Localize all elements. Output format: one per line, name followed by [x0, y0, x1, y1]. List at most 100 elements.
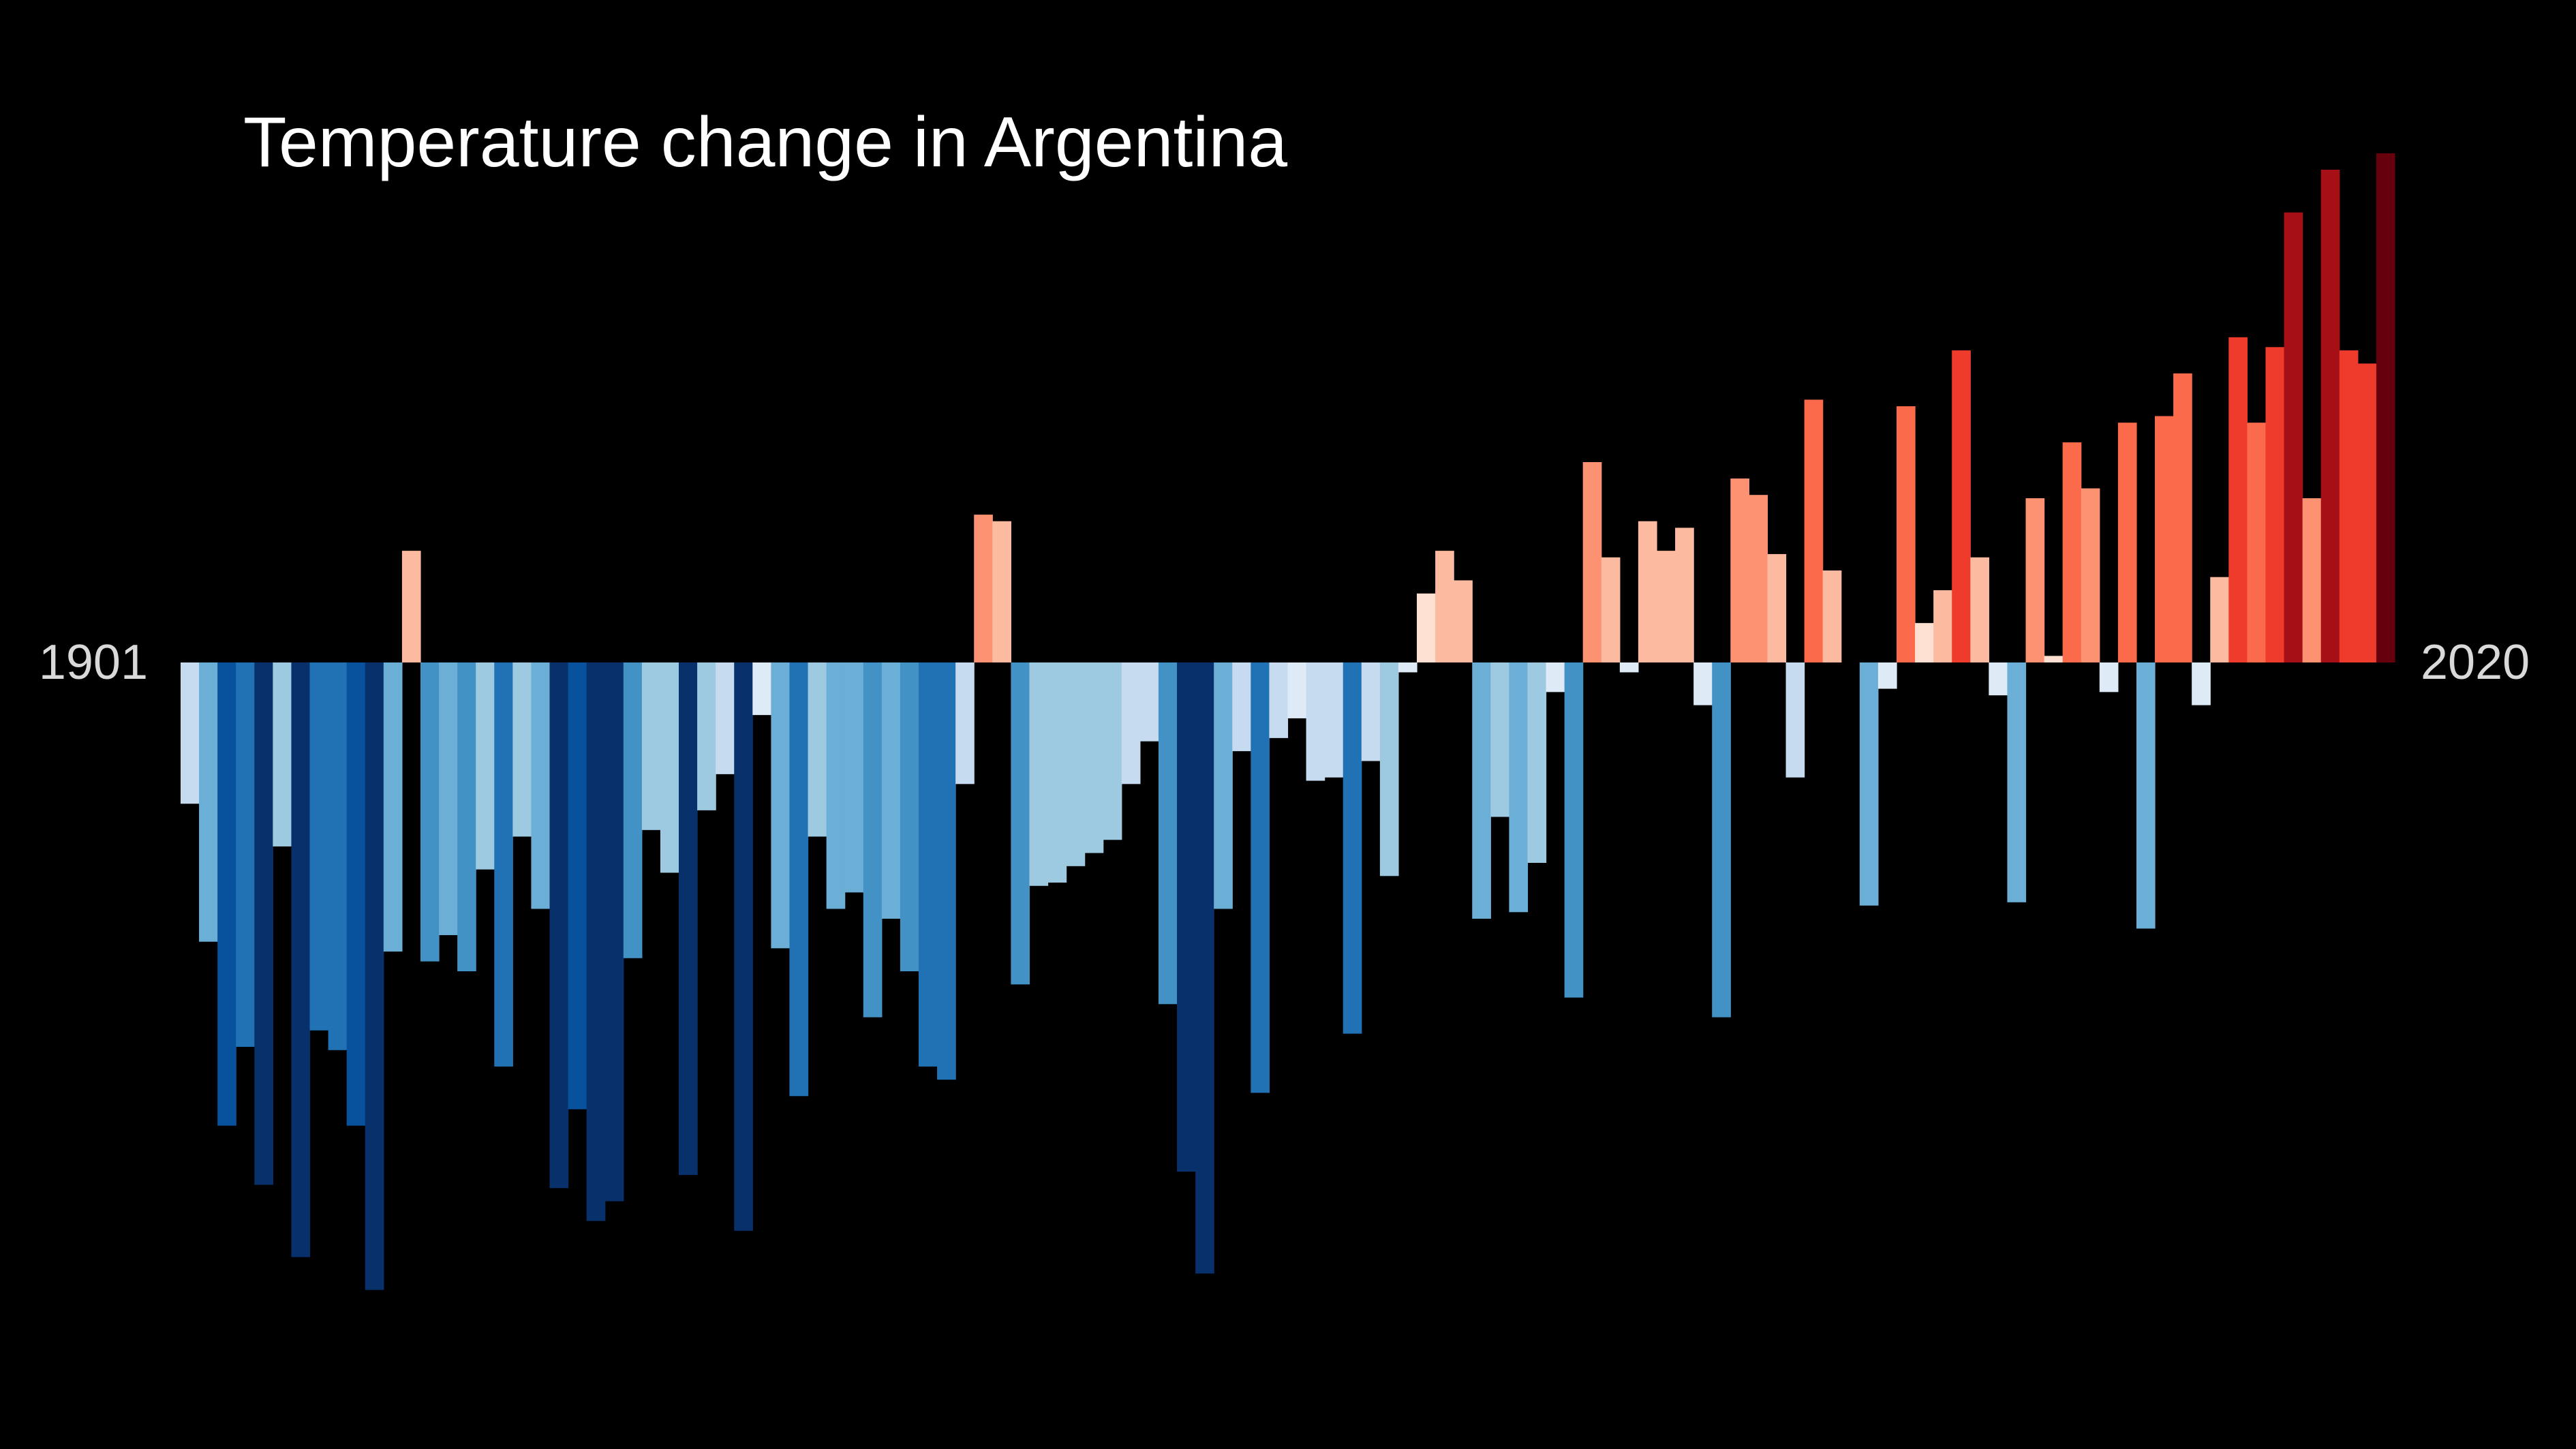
bar-1953 [1139, 662, 1159, 742]
bar-1958 [1232, 662, 1251, 752]
bar-2014 [2265, 347, 2285, 662]
bar-1988 [1785, 662, 1805, 778]
bar-1945 [992, 521, 1011, 662]
bar-1951 [1103, 662, 1122, 840]
bar-1978 [1601, 557, 1621, 662]
bar-1908 [309, 662, 329, 1031]
bar-1979 [1619, 662, 1639, 673]
bar-1917 [476, 662, 495, 870]
bar-1975 [1546, 662, 1565, 692]
bar-1933 [771, 662, 791, 949]
bar-2009 [2173, 373, 2192, 662]
bar-1927 [660, 662, 679, 873]
bar-1928 [679, 662, 698, 1175]
bar-2015 [2284, 212, 2303, 662]
bar-1985 [1730, 478, 1749, 662]
bar-1956 [1195, 662, 1214, 1274]
bar-1950 [1084, 662, 1104, 853]
bar-1960 [1269, 662, 1289, 738]
bar-1966 [1379, 662, 1399, 876]
bar-1936 [826, 662, 846, 909]
bar-1986 [1749, 495, 1768, 662]
bar-1959 [1251, 662, 1270, 1093]
bar-1922 [568, 662, 587, 1110]
bar-1964 [1343, 662, 1362, 1034]
bar-1916 [457, 662, 476, 972]
chart-title: Temperature change in Argentina [243, 103, 1288, 182]
bar-1974 [1527, 662, 1547, 864]
bar-1929 [697, 662, 716, 810]
bar-1992 [1859, 662, 1879, 906]
bar-1969 [1435, 551, 1454, 662]
bar-1954 [1158, 662, 1178, 1005]
bar-1981 [1657, 551, 1676, 662]
bar-1997 [1952, 350, 1971, 662]
bar-1993 [1877, 662, 1897, 689]
end-year-label: 2020 [2421, 635, 2530, 690]
bar-1970 [1454, 580, 1473, 662]
bar-2013 [2247, 423, 2267, 662]
bar-1976 [1564, 662, 1584, 998]
bar-1930 [716, 662, 735, 774]
bar-2011 [2210, 577, 2229, 662]
bar-1963 [1324, 662, 1344, 778]
bar-2000 [2007, 662, 2027, 902]
bar-1913 [401, 551, 421, 662]
bar-1905 [254, 662, 273, 1185]
bar-2001 [2025, 498, 2045, 662]
bar-1902 [199, 662, 218, 942]
bar-1903 [217, 662, 236, 1126]
bar-2017 [2320, 170, 2340, 662]
bar-2005 [2099, 662, 2119, 692]
bar-1967 [1398, 662, 1417, 673]
bar-1972 [1490, 662, 1509, 817]
bar-1938 [863, 662, 883, 1018]
bar-1914 [420, 662, 440, 962]
bar-1948 [1047, 662, 1067, 883]
bar-2010 [2192, 662, 2211, 705]
bar-1918 [494, 662, 513, 1067]
bar-1944 [974, 515, 993, 662]
bar-1998 [1970, 557, 1989, 662]
bar-2018 [2339, 350, 2359, 662]
bar-1942 [937, 662, 956, 1080]
bar-1943 [955, 662, 975, 784]
bar-1910 [346, 662, 366, 1126]
bar-1990 [1822, 570, 1842, 662]
bar-1984 [1712, 662, 1731, 1018]
bar-1987 [1767, 553, 1787, 662]
bar-1919 [512, 662, 532, 837]
bar-1931 [734, 662, 753, 1231]
bar-1923 [586, 662, 606, 1221]
bar-2004 [2081, 488, 2100, 662]
bar-1957 [1214, 662, 1233, 909]
bar-1907 [291, 662, 311, 1257]
bar-2007 [2136, 662, 2156, 929]
bar-1999 [1989, 662, 2008, 696]
bar-1915 [439, 662, 458, 936]
bar-1971 [1472, 662, 1491, 919]
bar-2019 [2357, 363, 2377, 662]
bar-1939 [881, 662, 901, 919]
bar-1906 [273, 662, 292, 846]
bar-1926 [641, 662, 661, 830]
bar-1973 [1509, 662, 1529, 913]
bar-1901 [181, 662, 200, 804]
bar-1940 [900, 662, 919, 972]
bar-2003 [2062, 442, 2082, 662]
bar-1994 [1896, 406, 1916, 662]
bar-1947 [1029, 662, 1049, 886]
bar-1980 [1638, 521, 1657, 662]
bar-1962 [1306, 662, 1325, 781]
bar-1996 [1933, 590, 1952, 662]
bar-2006 [2117, 423, 2137, 662]
bar-1941 [919, 662, 938, 1067]
bar-1911 [365, 662, 384, 1290]
bar-2020 [2376, 153, 2395, 662]
bar-2002 [2044, 656, 2064, 662]
bar-1961 [1287, 662, 1307, 718]
bar-1934 [789, 662, 809, 1097]
bar-1995 [1915, 623, 1934, 662]
